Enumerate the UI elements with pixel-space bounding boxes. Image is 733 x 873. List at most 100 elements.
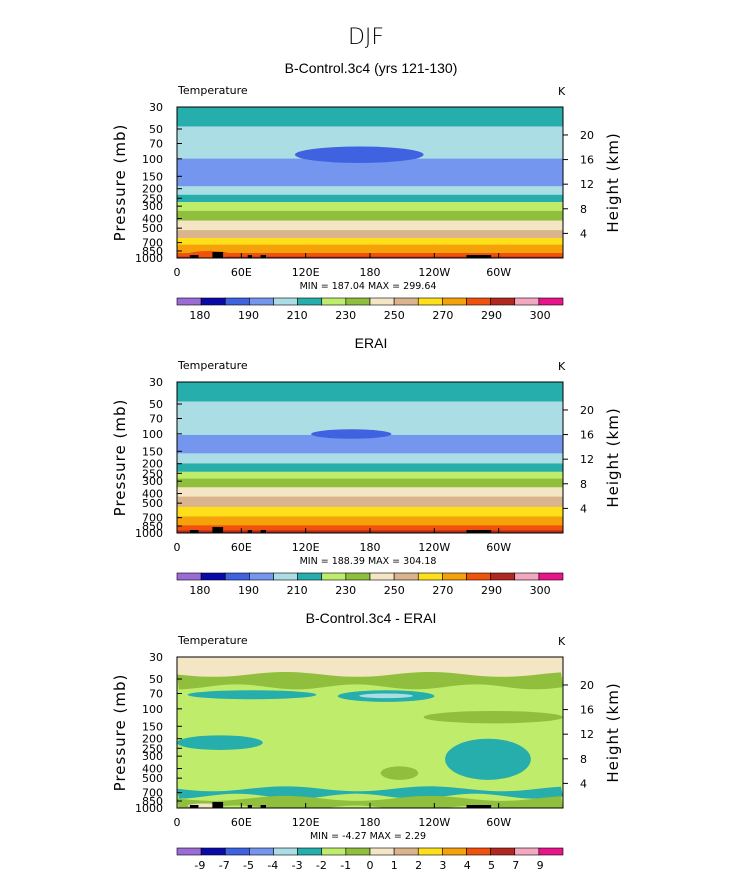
colorbar-box [345,297,371,306]
colorbar-box [369,297,395,306]
y-tick-label: 500 [142,497,163,510]
y-tick-label: 30 [149,101,163,114]
y-tick-label: 300 [142,750,163,763]
topography [212,802,224,808]
y-tick-label: 850 [142,795,163,808]
colorbar-box [321,847,347,856]
x-tick-label: 60E [231,541,252,554]
colorbar-label: -3 [292,859,303,872]
contour-blob [445,738,531,780]
y-tick-label: 70 [149,687,163,700]
colorbar-box [249,297,274,306]
colorbar-box [466,297,491,306]
colorbar-label: 180 [189,584,210,597]
colorbar-label: 300 [530,584,551,597]
topography [247,805,253,808]
colorbar-box [200,297,226,306]
colorbar-box [538,847,564,856]
topography [189,255,199,258]
y-axis-title: Pressure (mb) [111,674,129,792]
y-tick-label: 70 [149,137,163,150]
x-tick-label: 0 [174,541,181,554]
x-tick-label: 180 [360,266,381,279]
colorbar-box [393,847,419,856]
colorbar-box [538,572,564,581]
colorbar-box [321,297,347,306]
colorbar-label: -2 [316,859,327,872]
colorbar-box [297,297,323,306]
y-tick-label: 850 [142,245,163,258]
y-tick-label: 300 [142,475,163,488]
y-axis-title: Pressure (mb) [111,124,129,242]
colorbar-label: -5 [243,859,254,872]
y2-tick-label: 8 [580,478,587,491]
x-tick-label: 180 [360,816,381,829]
colorbar-box [297,847,323,856]
panel-title: ERAI [355,335,388,351]
colorbar-label: 4 [464,859,471,872]
units-label: K [558,360,566,373]
colorbar-label: -1 [340,859,351,872]
colorbar-label: 250 [384,309,405,322]
y-tick-label: 1000 [135,527,163,540]
y2-tick-label: 16 [580,429,594,442]
y-tick-label: 250 [142,192,163,205]
colorbar-box [442,572,467,581]
y-tick-label: 700 [142,787,163,800]
units-label: K [558,635,566,648]
y-tick-label: 400 [142,213,163,226]
colorbar-box [466,847,491,856]
colorbar-box [273,847,298,856]
y-tick-label: 100 [142,703,163,716]
colorbar-label: 190 [238,309,259,322]
colorbar-box [224,847,250,856]
colorbar-box [200,847,226,856]
contour-fill [177,107,563,258]
y-tick-label: 500 [142,222,163,235]
y-axis-title: Pressure (mb) [111,399,129,517]
x-tick-label: 120E [292,266,320,279]
min-max-stats: MIN = 187.04 MAX = 299.64 [300,281,437,292]
contour-blob [359,693,413,699]
y2-tick-label: 8 [580,753,587,766]
y-tick-label: 150 [142,170,163,183]
x-tick-label: 60E [231,266,252,279]
y2-tick-label: 20 [580,404,594,417]
y2-axis-title: Height (km) [604,407,622,507]
colorbar-box [490,572,516,581]
colorbar-box [297,572,323,581]
colorbar-label: 250 [384,584,405,597]
x-tick-label: 120W [418,816,450,829]
topography [260,530,266,533]
colorbar-box [224,572,250,581]
colorbar-label: 1 [391,859,398,872]
y-tick-label: 700 [142,512,163,525]
y2-tick-label: 4 [580,502,587,515]
colorbar-box [393,572,419,581]
y2-tick-label: 16 [580,704,594,717]
colorbar-label: 5 [488,859,495,872]
y-tick-label: 30 [149,651,163,664]
colorbar-box [176,297,202,306]
contour-fill [177,382,563,533]
x-tick-label: 60W [486,816,511,829]
y-tick-label: 50 [149,123,163,136]
colorbar-box [249,847,274,856]
y2-tick-label: 20 [580,679,594,692]
x-tick-label: 60W [486,541,511,554]
x-tick-label: 120E [292,541,320,554]
topography [260,805,266,808]
colorbar-label: 3 [439,859,446,872]
contour-blob [294,146,424,163]
colorbar-box [490,297,516,306]
x-tick-label: 0 [174,266,181,279]
colorbar-box [514,572,540,581]
contour-blob [380,766,419,780]
y2-tick-label: 4 [580,227,587,240]
colorbar-label: 9 [537,859,544,872]
colorbar-label: 230 [335,309,356,322]
colorbar-box [273,297,298,306]
colorbar-box [417,297,443,306]
y-tick-label: 150 [142,720,163,733]
